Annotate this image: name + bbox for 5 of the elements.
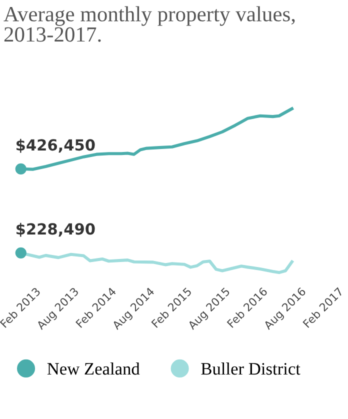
legend-label: Buller District <box>201 362 300 375</box>
legend-label: New Zealand <box>47 362 140 375</box>
data-label: $228,490 <box>16 222 95 237</box>
data-label: $426,450 <box>16 138 95 153</box>
chart-title: Average monthly property values, 2013-2017. <box>4 6 295 42</box>
